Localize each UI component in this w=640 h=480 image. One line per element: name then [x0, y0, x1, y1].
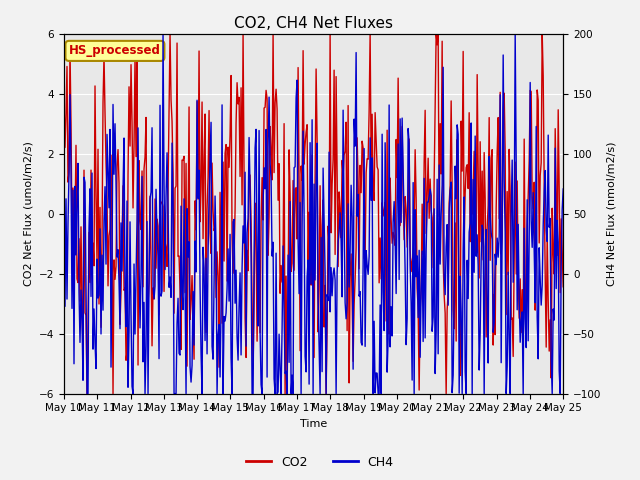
CH4: [359, 262, 367, 268]
CO2: [60, 96, 68, 102]
Title: CO2, CH4 Net Fluxes: CO2, CH4 Net Fluxes: [234, 16, 393, 31]
CH4: [300, 128, 307, 134]
CO2: [559, 284, 567, 289]
Text: HS_processed: HS_processed: [69, 44, 161, 58]
CH4: [471, 133, 479, 139]
CO2: [302, 129, 310, 135]
CO2: [471, 240, 479, 246]
Line: CH4: CH4: [64, 34, 563, 394]
Y-axis label: CH4 Net Flux (nmol/m2/s): CH4 Net Flux (nmol/m2/s): [607, 141, 617, 286]
CH4: [549, 306, 557, 312]
Line: CO2: CO2: [64, 34, 563, 394]
Y-axis label: CO2 Net Flux (umol/m2/s): CO2 Net Flux (umol/m2/s): [23, 141, 33, 286]
Legend: CO2, CH4: CO2, CH4: [241, 451, 399, 474]
CH4: [60, 151, 68, 156]
CO2: [83, 391, 91, 396]
CO2: [549, 249, 557, 254]
CO2: [332, 74, 340, 80]
CH4: [159, 31, 167, 36]
CH4: [302, 369, 310, 375]
CH4: [83, 391, 91, 396]
X-axis label: Time: Time: [300, 419, 327, 429]
CH4: [332, 391, 340, 396]
CO2: [166, 31, 174, 36]
CO2: [300, 48, 307, 54]
CO2: [359, 145, 367, 151]
CH4: [559, 186, 567, 192]
